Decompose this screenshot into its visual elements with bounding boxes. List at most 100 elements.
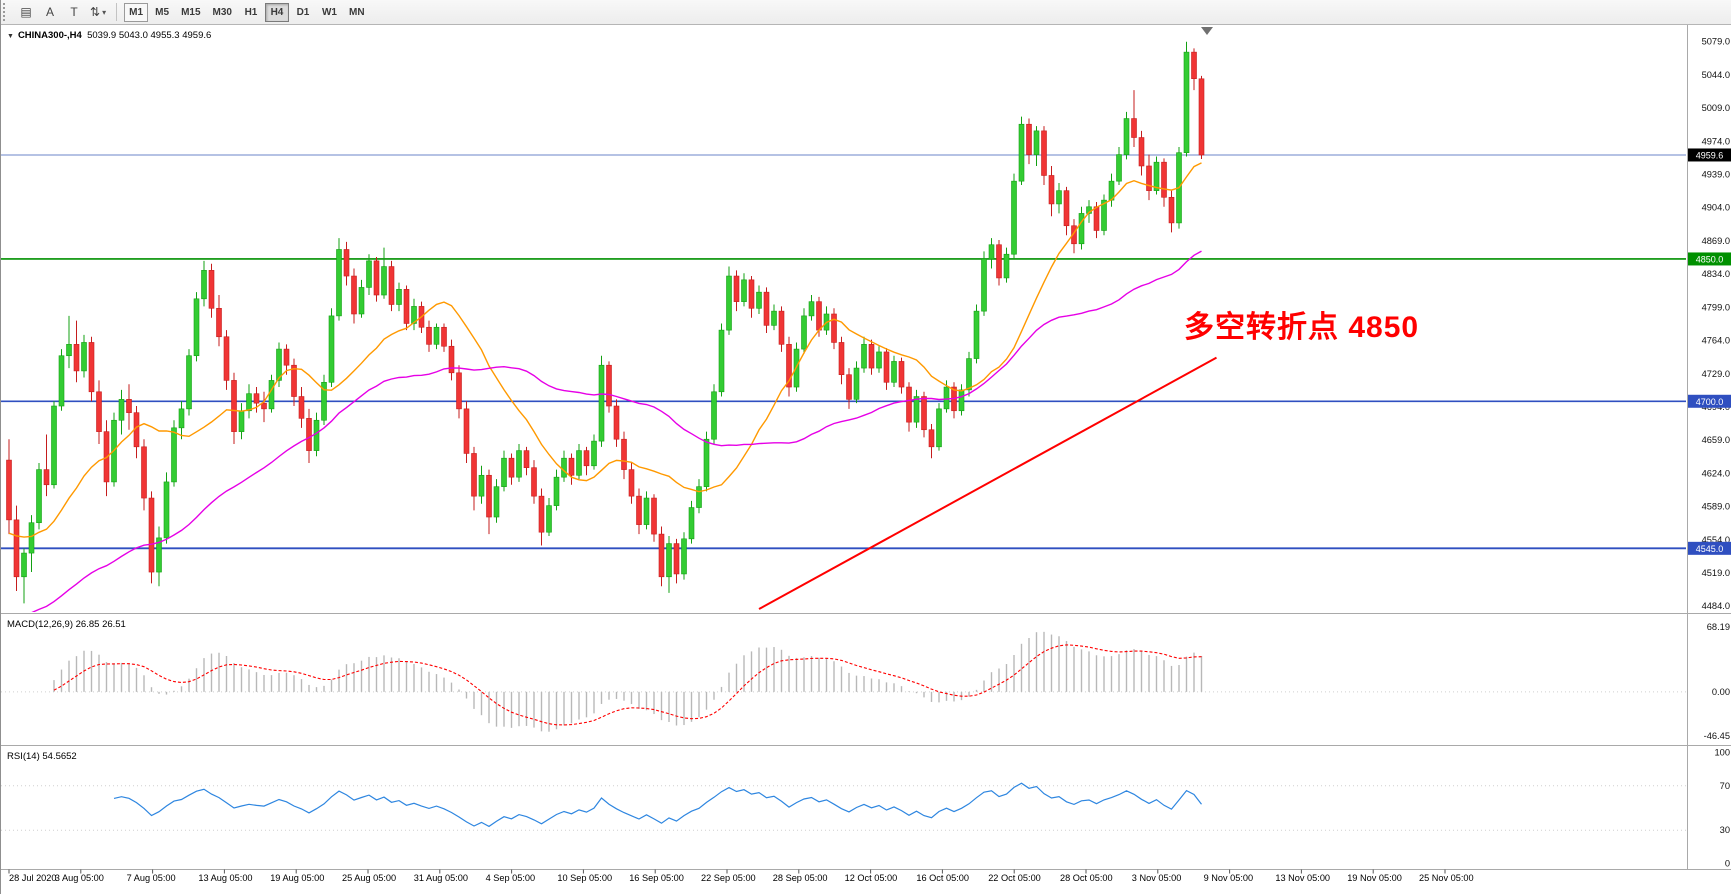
- macd-main-value: 26.85: [75, 619, 100, 630]
- svg-text:0: 0: [1725, 859, 1730, 869]
- text-label-icon[interactable]: A: [39, 2, 61, 22]
- timeframe-button-m30[interactable]: M30: [208, 3, 237, 22]
- chart-shift-marker-icon: [1201, 27, 1213, 35]
- toolbar-separator: [116, 3, 118, 21]
- time-axis-label: 22 Sep 05:00: [701, 873, 756, 883]
- toolbar-grip[interactable]: [3, 3, 10, 21]
- rsi-value: 54.5652: [42, 751, 77, 762]
- svg-text:4624.0: 4624.0: [1702, 468, 1730, 478]
- price-badge-4700-0: 4700.0: [1688, 394, 1731, 408]
- svg-text:100: 100: [1714, 747, 1730, 757]
- new-chart-icon[interactable]: ▤: [15, 2, 37, 22]
- svg-text:5079.0: 5079.0: [1702, 37, 1730, 47]
- timeframe-button-w1[interactable]: W1: [317, 3, 342, 22]
- time-axis-label: 25 Aug 05:00: [342, 873, 397, 883]
- time-axis-label: 16 Oct 05:00: [916, 873, 969, 883]
- time-axis-label: 10 Sep 05:00: [557, 873, 613, 883]
- macd-axis: 68.19 0.00 -46.45: [1704, 622, 1730, 741]
- svg-text:4519.0: 4519.0: [1702, 568, 1730, 578]
- time-axis-label: 13 Nov 05:00: [1275, 873, 1331, 883]
- time-axis-label: 28 Sep 05:00: [772, 873, 828, 883]
- macd-name: MACD(12,26,9): [7, 619, 73, 630]
- price-badge-4850-0: 4850.0: [1688, 252, 1731, 266]
- panel-dividers[interactable]: [1, 25, 1731, 870]
- rsi-line: [113, 782, 1202, 828]
- time-axis-label: 28 Oct 05:00: [1060, 873, 1113, 883]
- rsi-name: RSI(14): [7, 751, 40, 762]
- price-axis: 5079.0 5044.0 5009.0 4974.0 4939.0 4904.0 4869…: [1702, 37, 1730, 612]
- timeframe-button-h1[interactable]: H1: [239, 3, 263, 22]
- svg-text:5044.0: 5044.0: [1702, 70, 1730, 80]
- rsi-level-lines: [1, 785, 1686, 831]
- svg-text:0.00: 0.00: [1712, 687, 1730, 697]
- svg-text:4729.0: 4729.0: [1702, 369, 1730, 379]
- timeframe-button-m5[interactable]: M5: [150, 3, 174, 22]
- svg-text:68.19: 68.19: [1707, 622, 1730, 632]
- svg-text:4869.0: 4869.0: [1702, 236, 1730, 246]
- chart-collapse-icon[interactable]: ▼: [7, 33, 14, 40]
- fast-ma-line: [8, 162, 1202, 538]
- time-axis-label: 31 Aug 05:00: [413, 873, 468, 883]
- time-axis-label: 16 Sep 05:00: [629, 873, 684, 883]
- toolbar-icon-group: ▤ A T ⇅ ▾: [14, 2, 110, 22]
- time-axis-label: 19 Nov 05:00: [1347, 873, 1402, 883]
- price-badge-4959-6: 4959.6: [1688, 148, 1731, 162]
- timeframe-button-m1[interactable]: M1: [124, 2, 149, 22]
- svg-text:4764.0: 4764.0: [1702, 336, 1730, 346]
- ohlc-open: 5039.9: [87, 30, 117, 41]
- text-tool-icon[interactable]: T: [63, 2, 85, 22]
- rsi-indicator-label: RSI(14) 54.5652: [7, 751, 77, 762]
- svg-text:4700.0: 4700.0: [1696, 397, 1724, 407]
- rsi-axis: 100 70 30 0: [1714, 747, 1730, 868]
- chart-symbol-header: ▼ CHINA300-,H4 5039.9 5043.0 4955.3 4959.…: [7, 30, 211, 41]
- time-axis-label: 7 Aug 05:00: [126, 873, 176, 883]
- time-axis-label: 19 Aug 05:00: [270, 873, 325, 883]
- svg-text:4904.0: 4904.0: [1702, 203, 1730, 213]
- svg-text:4959.6: 4959.6: [1696, 150, 1724, 160]
- timeframe-button-mn[interactable]: MN: [344, 3, 370, 22]
- price-badge-4545-0: 4545.0: [1688, 541, 1731, 555]
- svg-text:4589.0: 4589.0: [1702, 502, 1730, 512]
- svg-text:30: 30: [1720, 825, 1730, 835]
- time-axis-label: 25 Nov 05:00: [1419, 873, 1474, 883]
- svg-text:-46.45: -46.45: [1704, 731, 1730, 741]
- time-axis-label: 4 Sep 05:00: [485, 873, 536, 883]
- macd-histogram: [53, 631, 1203, 732]
- svg-text:4554.0: 4554.0: [1702, 535, 1730, 545]
- trendline[interactable]: [758, 356, 1217, 610]
- timeframe-button-h4[interactable]: H4: [264, 2, 289, 22]
- timeframe-button-group: M1 M5 M15 M30 H1 H4 D1 W1 MN: [123, 2, 370, 22]
- timeframe-button-m15[interactable]: M15: [176, 3, 205, 22]
- scale-mode-icon[interactable]: ⇅ ▾: [87, 2, 109, 22]
- time-axis-label: 13 Aug 05:00: [198, 873, 253, 883]
- time-axis-label: 3 Aug 05:00: [54, 873, 104, 883]
- price-scale[interactable]: [1687, 25, 1731, 869]
- svg-text:4974.0: 4974.0: [1702, 136, 1730, 146]
- time-axis-label: 22 Oct 05:00: [988, 873, 1041, 883]
- time-axis-label: 12 Oct 05:00: [844, 873, 898, 883]
- svg-text:4939.0: 4939.0: [1702, 170, 1730, 180]
- time-axis-label: 3 Nov 05:00: [1131, 873, 1182, 883]
- svg-text:70: 70: [1720, 781, 1730, 791]
- ohlc-close: 4959.6: [182, 30, 212, 41]
- svg-text:4484.0: 4484.0: [1702, 601, 1730, 611]
- macd-indicator-label: MACD(12,26,9) 26.85 26.51: [7, 619, 126, 630]
- time-axis-label: 9 Nov 05:00: [1203, 873, 1254, 883]
- slow-ma-line: [31, 250, 1202, 612]
- timeframe-button-d1[interactable]: D1: [291, 3, 315, 22]
- svg-text:4834.0: 4834.0: [1702, 269, 1730, 279]
- macd-signal-line: [53, 644, 1202, 726]
- svg-text:5009.0: 5009.0: [1702, 103, 1730, 113]
- symbol-name: CHINA300-,H4: [17, 30, 82, 41]
- chart-text-annotation[interactable]: 多空转折点 4850: [1184, 311, 1420, 344]
- svg-text:4659.0: 4659.0: [1702, 435, 1730, 445]
- candles-layer: [6, 41, 1205, 604]
- time-axis-label: 28 Jul 2020: [9, 873, 57, 883]
- svg-text:4799.0: 4799.0: [1702, 302, 1730, 312]
- svg-text:4850.0: 4850.0: [1696, 254, 1724, 264]
- chevron-down-icon: ▾: [102, 7, 107, 17]
- svg-text:4545.0: 4545.0: [1696, 544, 1724, 554]
- toolbar: ▤ A T ⇅ ▾ M1 M5 M15 M30 H1 H4 D1 W1 MN: [1, 0, 1731, 25]
